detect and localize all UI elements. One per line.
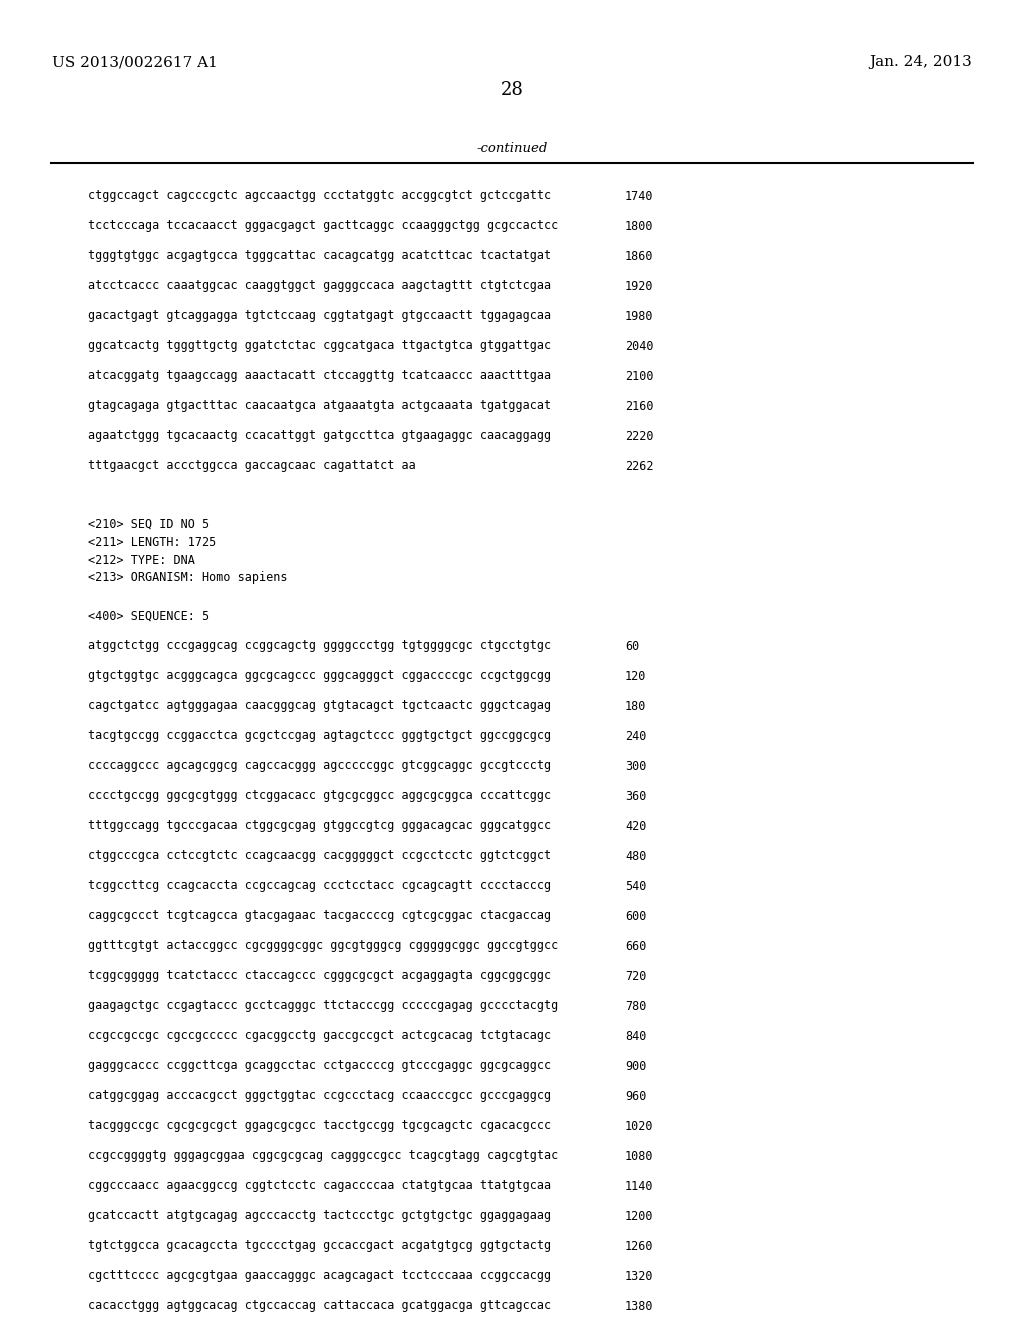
Text: <213> ORGANISM: Homo sapiens: <213> ORGANISM: Homo sapiens: [88, 572, 288, 585]
Text: US 2013/0022617 A1: US 2013/0022617 A1: [52, 55, 218, 69]
Text: 1860: 1860: [625, 249, 653, 263]
Text: 1200: 1200: [625, 1209, 653, 1222]
Text: tcggcggggg tcatctaccc ctaccagccc cgggcgcgct acgaggagta cggcggcggc: tcggcggggg tcatctaccc ctaccagccc cgggcgc…: [88, 969, 551, 982]
Text: agaatctggg tgcacaactg ccacattggt gatgccttca gtgaagaggc caacaggagg: agaatctggg tgcacaactg ccacattggt gatgcct…: [88, 429, 551, 442]
Text: 60: 60: [625, 639, 639, 652]
Text: 180: 180: [625, 700, 646, 713]
Text: tcctcccaga tccacaacct gggacgagct gacttcaggc ccaagggctgg gcgccactcc: tcctcccaga tccacaacct gggacgagct gacttca…: [88, 219, 558, 232]
Text: 600: 600: [625, 909, 646, 923]
Text: gacactgagt gtcaggagga tgtctccaag cggtatgagt gtgccaactt tggagagcaa: gacactgagt gtcaggagga tgtctccaag cggtatg…: [88, 309, 551, 322]
Text: <400> SEQUENCE: 5: <400> SEQUENCE: 5: [88, 610, 209, 623]
Text: -continued: -continued: [476, 141, 548, 154]
Text: tacgtgccgg ccggacctca gcgctccgag agtagctccc gggtgctgct ggccggcgcg: tacgtgccgg ccggacctca gcgctccgag agtagct…: [88, 730, 551, 742]
Text: 1920: 1920: [625, 280, 653, 293]
Text: gtagcagaga gtgactttac caacaatgca atgaaatgta actgcaaata tgatggacat: gtagcagaga gtgactttac caacaatgca atgaaat…: [88, 400, 551, 412]
Text: 2262: 2262: [625, 459, 653, 473]
Text: 1740: 1740: [625, 190, 653, 202]
Text: catggcggag acccacgcct gggctggtac ccgccctacg ccaacccgcc gcccgaggcg: catggcggag acccacgcct gggctggtac ccgccct…: [88, 1089, 551, 1102]
Text: ggtttcgtgt actaccggcc cgcggggcggc ggcgtgggcg cgggggcggc ggccgtggcc: ggtttcgtgt actaccggcc cgcggggcggc ggcgtg…: [88, 940, 558, 953]
Text: gaagagctgc ccgagtaccc gcctcagggc ttctacccgg cccccgagag gcccctacgtg: gaagagctgc ccgagtaccc gcctcagggc ttctacc…: [88, 999, 558, 1012]
Text: <210> SEQ ID NO 5: <210> SEQ ID NO 5: [88, 517, 209, 531]
Text: ctggcccgca cctccgtctc ccagcaacgg cacgggggct ccgcctcctc ggtctcggct: ctggcccgca cctccgtctc ccagcaacgg cacgggg…: [88, 850, 551, 862]
Text: 1080: 1080: [625, 1150, 653, 1163]
Text: ggcatcactg tgggttgctg ggatctctac cggcatgaca ttgactgtca gtggattgac: ggcatcactg tgggttgctg ggatctctac cggcatg…: [88, 339, 551, 352]
Text: 2100: 2100: [625, 370, 653, 383]
Text: tttgaacgct accctggcca gaccagcaac cagattatct aa: tttgaacgct accctggcca gaccagcaac cagatta…: [88, 459, 416, 473]
Text: 840: 840: [625, 1030, 646, 1043]
Text: 120: 120: [625, 669, 646, 682]
Text: tttggccagg tgcccgacaa ctggcgcgag gtggccgtcg gggacagcac gggcatggcc: tttggccagg tgcccgacaa ctggcgcgag gtggccg…: [88, 820, 551, 833]
Text: gcatccactt atgtgcagag agcccacctg tactccctgc gctgtgctgc ggaggagaag: gcatccactt atgtgcagag agcccacctg tactccc…: [88, 1209, 551, 1222]
Text: ccccaggccc agcagcggcg cagccacggg agcccccggc gtcggcaggc gccgtccctg: ccccaggccc agcagcggcg cagccacggg agccccc…: [88, 759, 551, 772]
Text: ccgccgccgc cgccgccccc cgacggcctg gaccgccgct actcgcacag tctgtacagc: ccgccgccgc cgccgccccc cgacggcctg gaccgcc…: [88, 1030, 551, 1043]
Text: 1140: 1140: [625, 1180, 653, 1192]
Text: 420: 420: [625, 820, 646, 833]
Text: cacacctggg agtggcacag ctgccaccag cattaccaca gcatggacga gttcagccac: cacacctggg agtggcacag ctgccaccag cattacc…: [88, 1299, 551, 1312]
Text: 2040: 2040: [625, 339, 653, 352]
Text: 360: 360: [625, 789, 646, 803]
Text: 1320: 1320: [625, 1270, 653, 1283]
Text: 28: 28: [501, 81, 523, 99]
Text: cgctttcccc agcgcgtgaa gaaccagggc acagcagact tcctcccaaa ccggccacgg: cgctttcccc agcgcgtgaa gaaccagggc acagcag…: [88, 1270, 551, 1283]
Text: 2220: 2220: [625, 429, 653, 442]
Text: tcggccttcg ccagcaccta ccgccagcag ccctcctacc cgcagcagtt cccctacccg: tcggccttcg ccagcaccta ccgccagcag ccctcct…: [88, 879, 551, 892]
Text: tgtctggcca gcacagccta tgcccctgag gccaccgact acgatgtgcg ggtgctactg: tgtctggcca gcacagccta tgcccctgag gccaccg…: [88, 1239, 551, 1253]
Text: 2160: 2160: [625, 400, 653, 412]
Text: 960: 960: [625, 1089, 646, 1102]
Text: 1020: 1020: [625, 1119, 653, 1133]
Text: 240: 240: [625, 730, 646, 742]
Text: 540: 540: [625, 879, 646, 892]
Text: 480: 480: [625, 850, 646, 862]
Text: 1260: 1260: [625, 1239, 653, 1253]
Text: 780: 780: [625, 999, 646, 1012]
Text: tacgggccgc cgcgcgcgct ggagcgcgcc tacctgccgg tgcgcagctc cgacacgccc: tacgggccgc cgcgcgcgct ggagcgcgcc tacctgc…: [88, 1119, 551, 1133]
Text: <211> LENGTH: 1725: <211> LENGTH: 1725: [88, 536, 216, 549]
Text: 900: 900: [625, 1060, 646, 1072]
Text: 300: 300: [625, 759, 646, 772]
Text: caggcgccct tcgtcagcca gtacgagaac tacgaccccg cgtcgcggac ctacgaccag: caggcgccct tcgtcagcca gtacgagaac tacgacc…: [88, 909, 551, 923]
Text: 1800: 1800: [625, 219, 653, 232]
Text: atggctctgg cccgaggcag ccggcagctg ggggccctgg tgtggggcgc ctgcctgtgc: atggctctgg cccgaggcag ccggcagctg ggggccc…: [88, 639, 551, 652]
Text: ctggccagct cagcccgctc agccaactgg ccctatggtc accggcgtct gctccgattc: ctggccagct cagcccgctc agccaactgg ccctatg…: [88, 190, 551, 202]
Text: 660: 660: [625, 940, 646, 953]
Text: Jan. 24, 2013: Jan. 24, 2013: [869, 55, 972, 69]
Text: 1380: 1380: [625, 1299, 653, 1312]
Text: cagctgatcc agtgggagaa caacgggcag gtgtacagct tgctcaactc gggctcagag: cagctgatcc agtgggagaa caacgggcag gtgtaca…: [88, 700, 551, 713]
Text: atcctcaccc caaatggcac caaggtggct gagggccaca aagctagttt ctgtctcgaa: atcctcaccc caaatggcac caaggtggct gagggcc…: [88, 280, 551, 293]
Text: gagggcaccc ccggcttcga gcaggcctac cctgaccccg gtcccgaggc ggcgcaggcc: gagggcaccc ccggcttcga gcaggcctac cctgacc…: [88, 1060, 551, 1072]
Text: cccctgccgg ggcgcgtggg ctcggacacc gtgcgcggcc aggcgcggca cccattcggc: cccctgccgg ggcgcgtggg ctcggacacc gtgcgcg…: [88, 789, 551, 803]
Text: tgggtgtggc acgagtgcca tgggcattac cacagcatgg acatcttcac tcactatgat: tgggtgtggc acgagtgcca tgggcattac cacagca…: [88, 249, 551, 263]
Text: 1980: 1980: [625, 309, 653, 322]
Text: cggcccaacc agaacggccg cggtctcctc cagaccccaa ctatgtgcaa ttatgtgcaa: cggcccaacc agaacggccg cggtctcctc cagaccc…: [88, 1180, 551, 1192]
Text: gtgctggtgc acgggcagca ggcgcagccc gggcagggct cggaccccgc ccgctggcgg: gtgctggtgc acgggcagca ggcgcagccc gggcagg…: [88, 669, 551, 682]
Text: ccgccggggtg gggagcggaa cggcgcgcag cagggccgcc tcagcgtagg cagcgtgtac: ccgccggggtg gggagcggaa cggcgcgcag cagggc…: [88, 1150, 558, 1163]
Text: <212> TYPE: DNA: <212> TYPE: DNA: [88, 553, 195, 566]
Text: 720: 720: [625, 969, 646, 982]
Text: atcacggatg tgaagccagg aaactacatt ctccaggttg tcatcaaccc aaactttgaa: atcacggatg tgaagccagg aaactacatt ctccagg…: [88, 370, 551, 383]
